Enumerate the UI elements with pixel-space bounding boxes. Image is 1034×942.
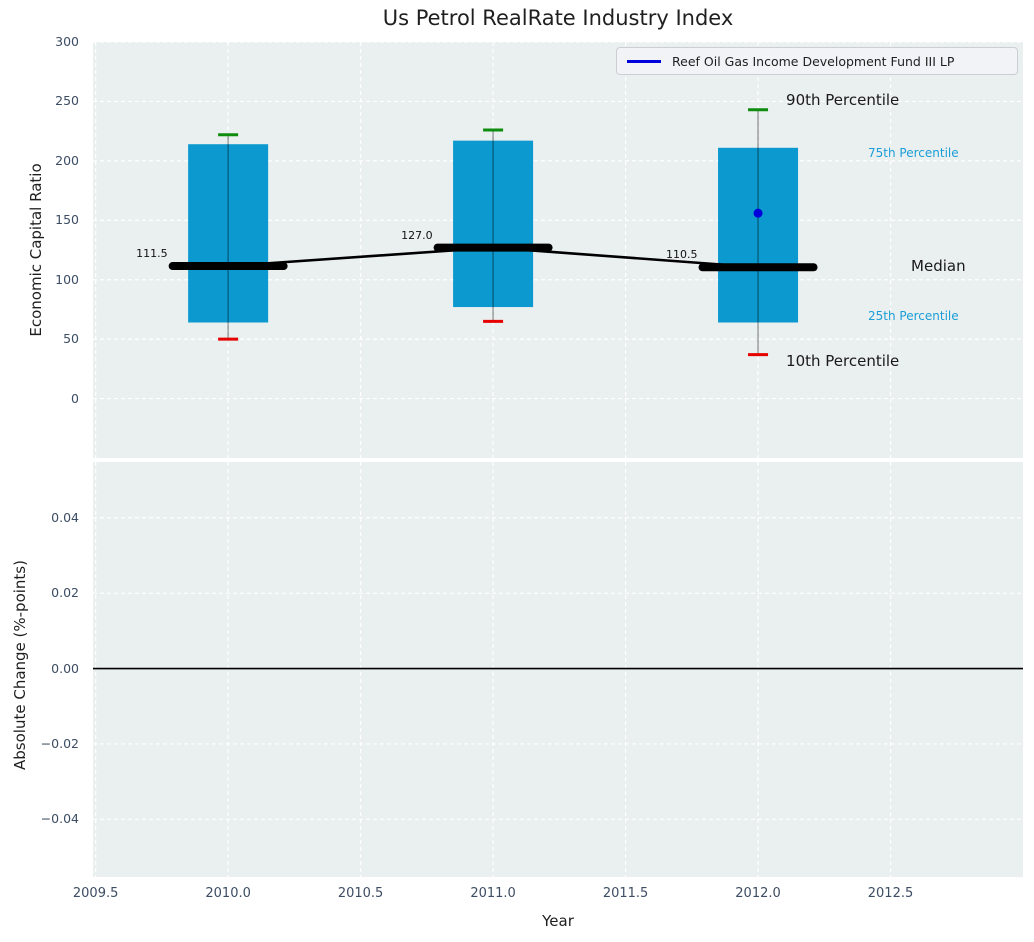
top-y-tick-label: 250 [55, 93, 79, 109]
top-y-tick-label: 150 [55, 212, 79, 228]
chart-figure: Us Petrol RealRate Industry Index Econom… [0, 0, 1034, 942]
median-value-label: 111.5 [136, 247, 168, 260]
bottom-y-tick-label: −0.04 [41, 811, 79, 827]
top-y-tick-label: 300 [55, 34, 79, 50]
bottom-y-tick-label: −0.02 [41, 736, 79, 752]
annotation-10th-percentile: 10th Percentile [786, 354, 899, 369]
annotation-90th-percentile: 90th Percentile [786, 93, 899, 108]
median-value-label: 127.0 [401, 229, 433, 242]
top-y-tick-label: 50 [63, 331, 79, 347]
legend-line-icon [627, 60, 661, 63]
x-tick-label: 2009.5 [73, 886, 119, 901]
legend-label: Reef Oil Gas Income Development Fund III… [672, 54, 954, 69]
x-tick-label: 2010.5 [338, 886, 384, 901]
top-y-tick-label: 0 [71, 391, 79, 407]
x-tick-label: 2011.0 [470, 886, 516, 901]
bottom-plot-area [93, 462, 1023, 877]
top-y-tick-label: 100 [55, 272, 79, 288]
x-axis-label: Year [542, 912, 574, 930]
legend: Reef Oil Gas Income Development Fund III… [616, 47, 1018, 75]
x-tick-label: 2012.5 [868, 886, 914, 901]
chart-title: Us Petrol RealRate Industry Index [383, 6, 734, 30]
bottom-y-tick-label: 0.00 [51, 661, 79, 677]
bottom-y-axis-label: Absolute Change (%-points) [11, 560, 29, 770]
top-y-tick-label: 200 [55, 153, 79, 169]
annotation-median: Median [911, 259, 966, 274]
x-tick-label: 2012.0 [735, 886, 781, 901]
bottom-y-tick-label: 0.02 [51, 585, 79, 601]
bottom-y-tick-label: 0.04 [51, 510, 79, 526]
x-tick-label: 2010.0 [205, 886, 251, 901]
top-y-axis-label: Economic Capital Ratio [27, 163, 45, 336]
annotation-25th-percentile: 25th Percentile [868, 310, 959, 322]
annotation-75th-percentile: 75th Percentile [868, 147, 959, 159]
x-tick-label: 2011.5 [603, 886, 649, 901]
median-value-label: 110.5 [666, 248, 698, 261]
